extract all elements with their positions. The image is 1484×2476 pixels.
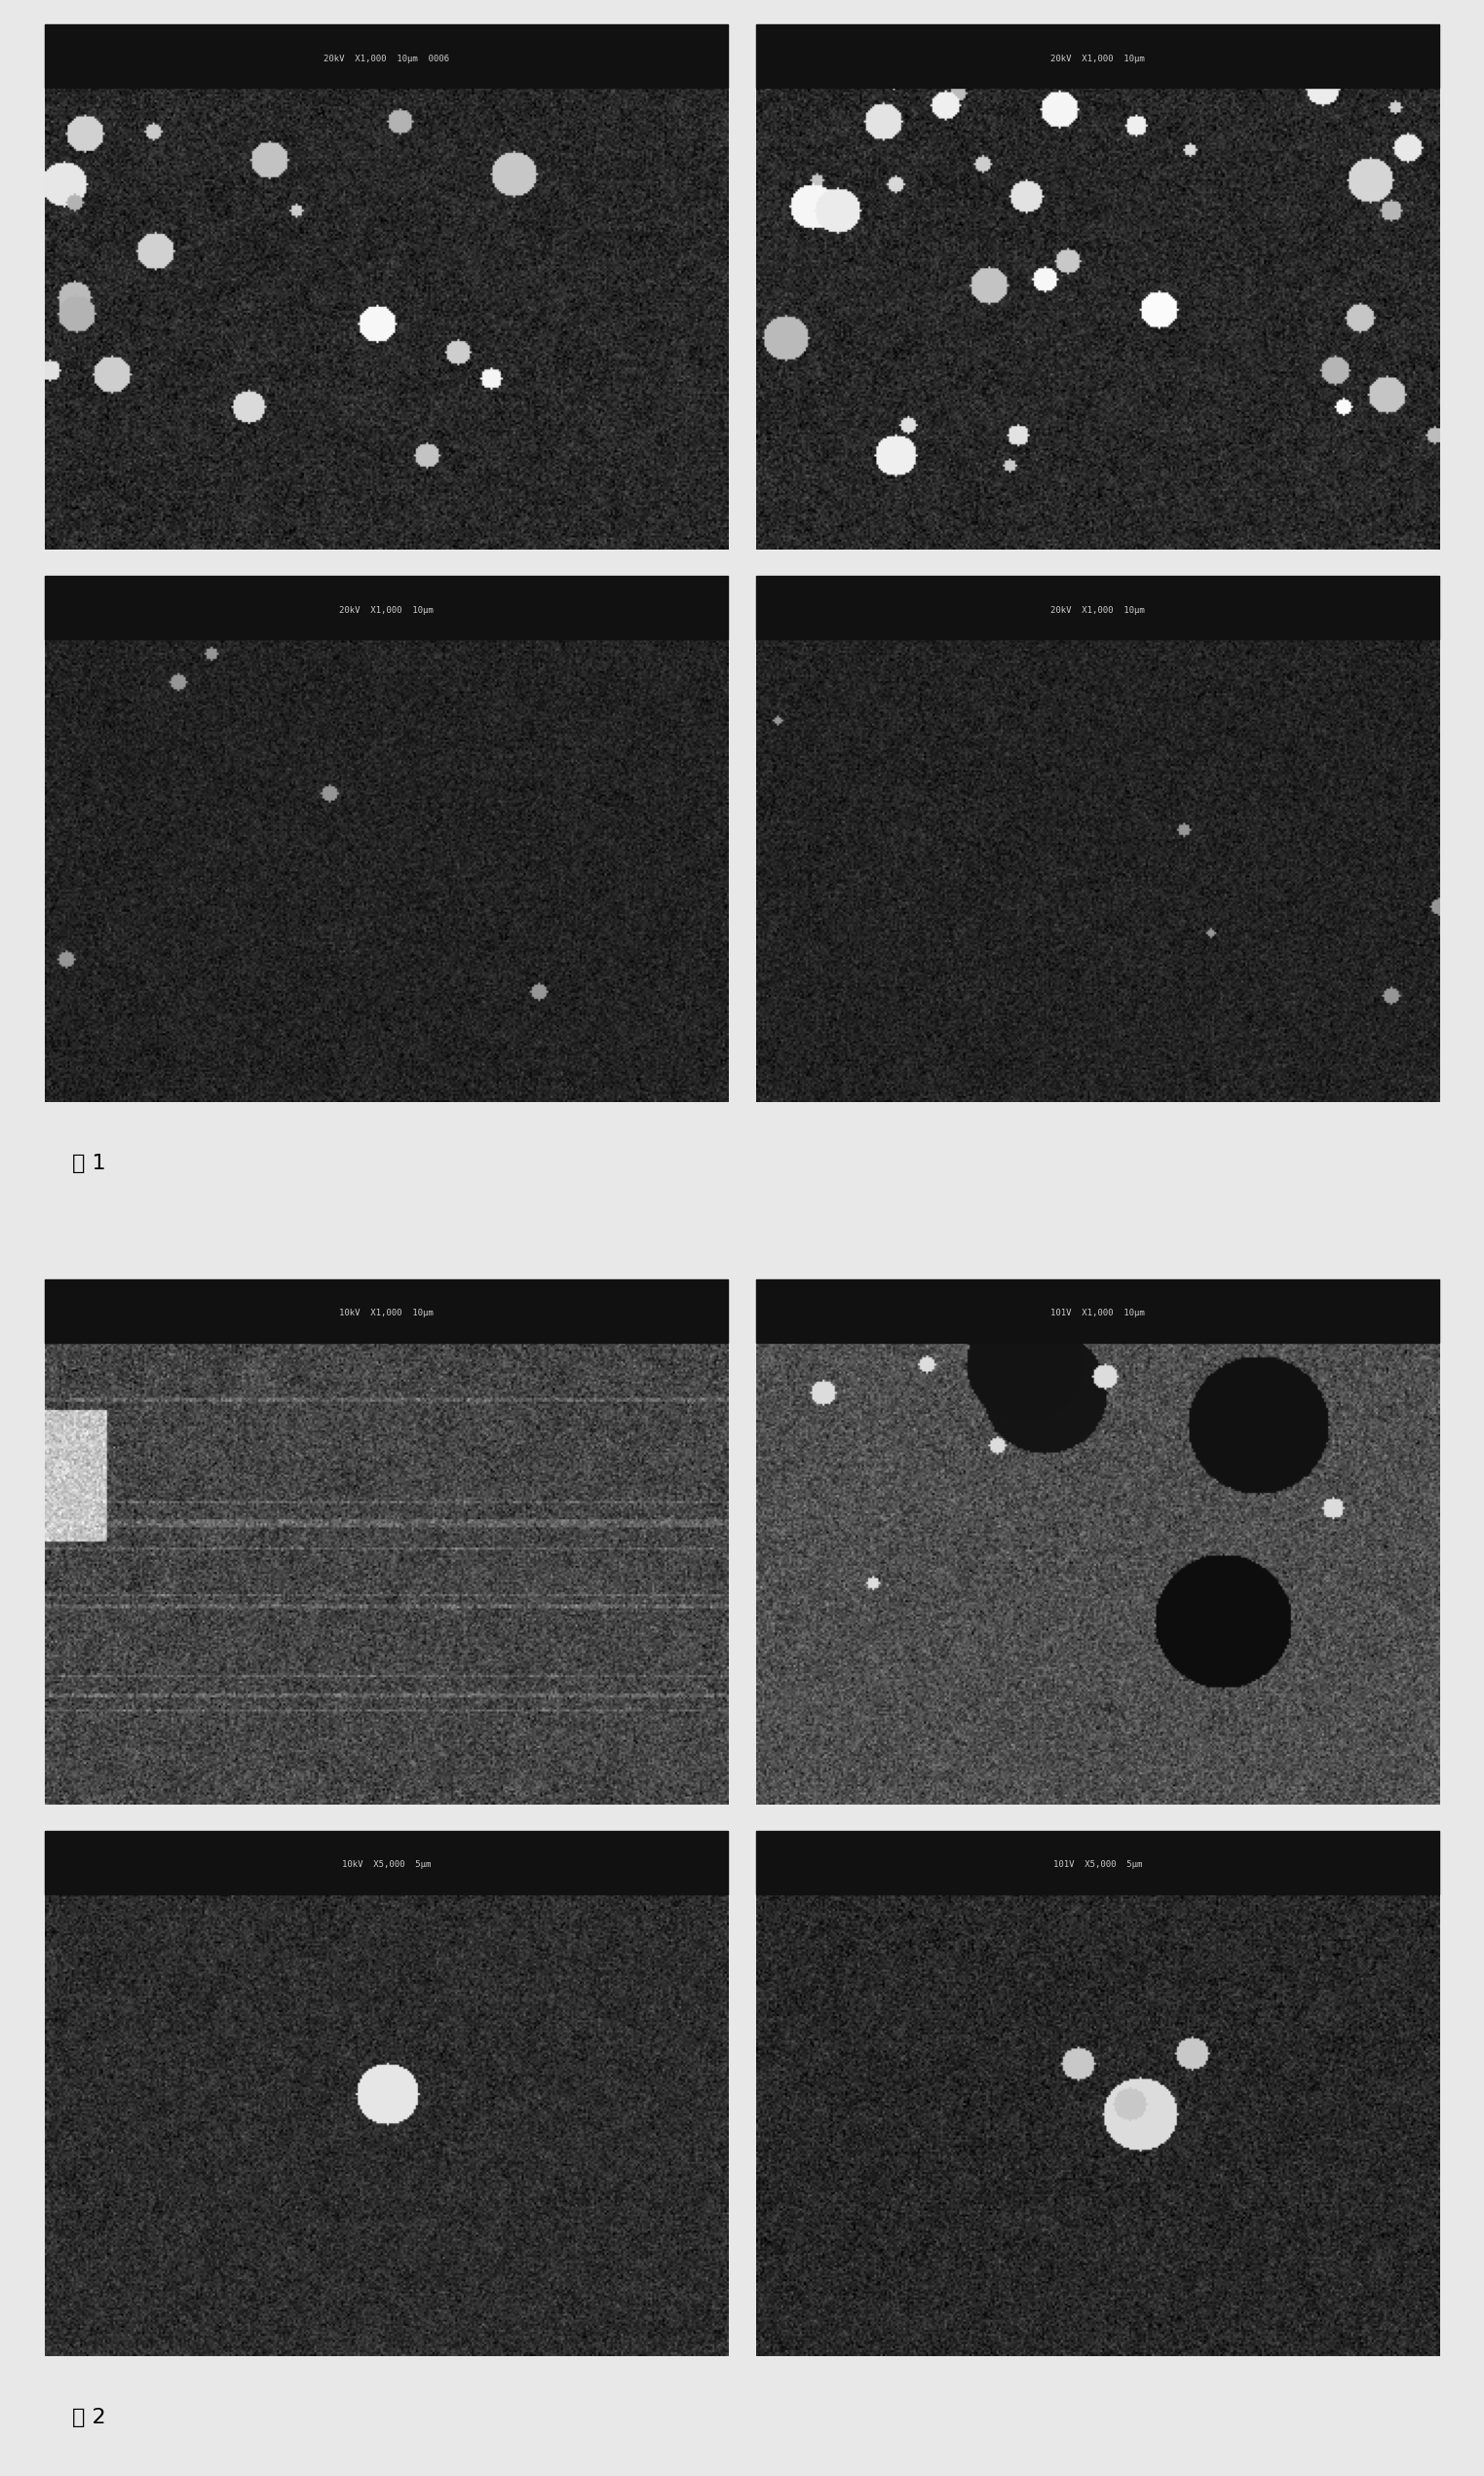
Text: 20kV  X1,000  10μm: 20kV X1,000 10μm	[1051, 54, 1144, 64]
Text: 图 2: 图 2	[73, 2409, 107, 2426]
Bar	[45, 25, 729, 87]
Text: 10kV  X1,000  10μm: 10kV X1,000 10μm	[340, 1310, 433, 1317]
Bar	[45, 1280, 729, 1342]
Text: 101V  X1,000  10μm: 101V X1,000 10μm	[1051, 1310, 1144, 1317]
Bar	[755, 25, 1439, 87]
Text: 10kV  X5,000  5μm: 10kV X5,000 5μm	[341, 1859, 430, 1869]
Bar	[755, 1830, 1439, 1894]
Bar	[755, 1280, 1439, 1342]
Text: 101V  X5,000  5μm: 101V X5,000 5μm	[1054, 1859, 1143, 1869]
Text: 1): 1)	[58, 40, 79, 57]
Text: 3): 3)	[58, 592, 79, 609]
Text: 图 1: 图 1	[73, 1154, 107, 1174]
Text: 4: 4	[769, 1847, 782, 1864]
Bar	[755, 577, 1439, 639]
Text: 20kV  X1,000  10μm: 20kV X1,000 10μm	[340, 607, 433, 614]
Text: 2): 2)	[769, 40, 789, 57]
Text: 2: 2	[769, 1295, 782, 1312]
Text: 3: 3	[58, 1847, 70, 1864]
Bar	[45, 577, 729, 639]
Text: 4): 4)	[769, 592, 789, 609]
Text: 20kV  X1,000  10μm  0006: 20kV X1,000 10μm 0006	[324, 54, 450, 64]
Bar	[45, 1830, 729, 1894]
Text: 1: 1	[58, 1295, 70, 1312]
Text: 20kV  X1,000  10μm: 20kV X1,000 10μm	[1051, 607, 1144, 614]
